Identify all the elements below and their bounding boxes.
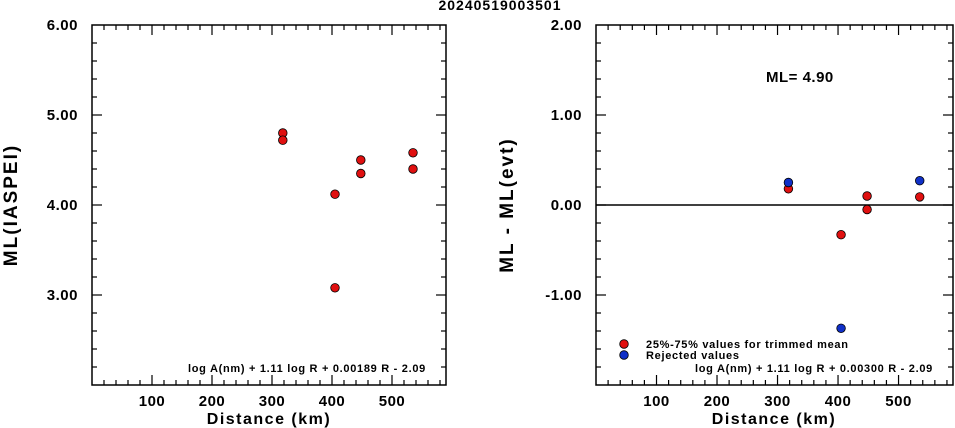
left-y-tick-label: 6.00 — [47, 17, 78, 34]
right-x-tick-label: 300 — [764, 393, 791, 410]
left-x-tick-label: 300 — [259, 393, 286, 410]
right-y-axis-title: ML - ML(evt) — [497, 137, 518, 273]
right-ticks: 100 200 300 400 500 -1.00 0.00 1.00 2.00 — [545, 17, 953, 410]
right-y-tick-label: 0.00 — [551, 197, 582, 214]
left-x-tick-label: 100 — [139, 393, 166, 410]
right-x-tick-label: 400 — [825, 393, 852, 410]
right-points — [783, 175, 925, 334]
right-x-tick-label: 200 — [704, 393, 731, 410]
right-data-point-rejected — [783, 177, 794, 188]
legend-label-trimmed: 25%-75% values for trimmed mean — [646, 339, 849, 351]
left-x-axis-title: Distance (km) — [207, 411, 331, 428]
right-x-tick-label: 500 — [885, 393, 912, 410]
left-data-point-ml — [330, 189, 340, 199]
legend-marker-rejected — [619, 350, 629, 360]
right-x-tick-label: 100 — [643, 393, 670, 410]
left-data-point-ml — [278, 135, 288, 145]
left-x-tick-label: 500 — [379, 393, 406, 410]
right-y-tick-label: 2.00 — [551, 17, 582, 34]
right-data-point-rejected — [915, 175, 925, 186]
left-points — [278, 128, 418, 293]
left-data-point-ml — [356, 168, 366, 179]
figure-title: 20240519003501 — [438, 0, 561, 13]
legend-marker-trimmed — [619, 339, 629, 349]
right-y-tick-label: 1.00 — [551, 107, 582, 124]
legend-label-rejected: Rejected values — [646, 350, 740, 362]
legend: 25%-75% values for trimmed mean Rejected… — [619, 339, 849, 362]
left-x-tick-label: 400 — [319, 393, 346, 410]
left-data-point-ml — [330, 283, 340, 293]
left-y-tick-label: 4.00 — [47, 197, 78, 214]
right-data-point-trimmed — [862, 191, 872, 201]
left-data-point-ml — [408, 164, 418, 174]
right-x-axis-title: Distance (km) — [712, 411, 836, 428]
left-chart: 100 200 300 400 500 3.00 4.00 5.00 6.00 log A(nm… — [1, 17, 447, 428]
right-chart: 100 200 300 400 500 -1.00 0.00 1.00 2.00 ML= 4.9… — [497, 17, 954, 428]
ml-value-label: ML= 4.90 — [766, 69, 834, 86]
right-data-point-trimmed — [836, 229, 846, 240]
left-plot-frame — [91, 24, 447, 386]
left-formula: log A(nm) + 1.11 log R + 0.00189 R - 2.0… — [188, 363, 426, 375]
left-ticks: 100 200 300 400 500 3.00 4.00 5.00 6.00 — [47, 17, 446, 410]
left-data-point-ml — [356, 155, 366, 165]
left-y-tick-label: 3.00 — [47, 287, 78, 304]
right-data-point-trimmed — [915, 192, 925, 202]
left-y-axis-title: ML(IASPEI) — [1, 144, 22, 266]
right-formula: log A(nm) + 1.11 log R + 0.00300 R - 2.0… — [695, 363, 933, 375]
left-x-tick-label: 200 — [199, 393, 226, 410]
left-y-tick-label: 5.00 — [47, 107, 78, 124]
right-data-point-trimmed — [862, 204, 872, 215]
left-data-point-ml — [408, 148, 418, 158]
right-data-point-rejected — [836, 323, 846, 334]
right-y-tick-label: -1.00 — [545, 287, 582, 304]
